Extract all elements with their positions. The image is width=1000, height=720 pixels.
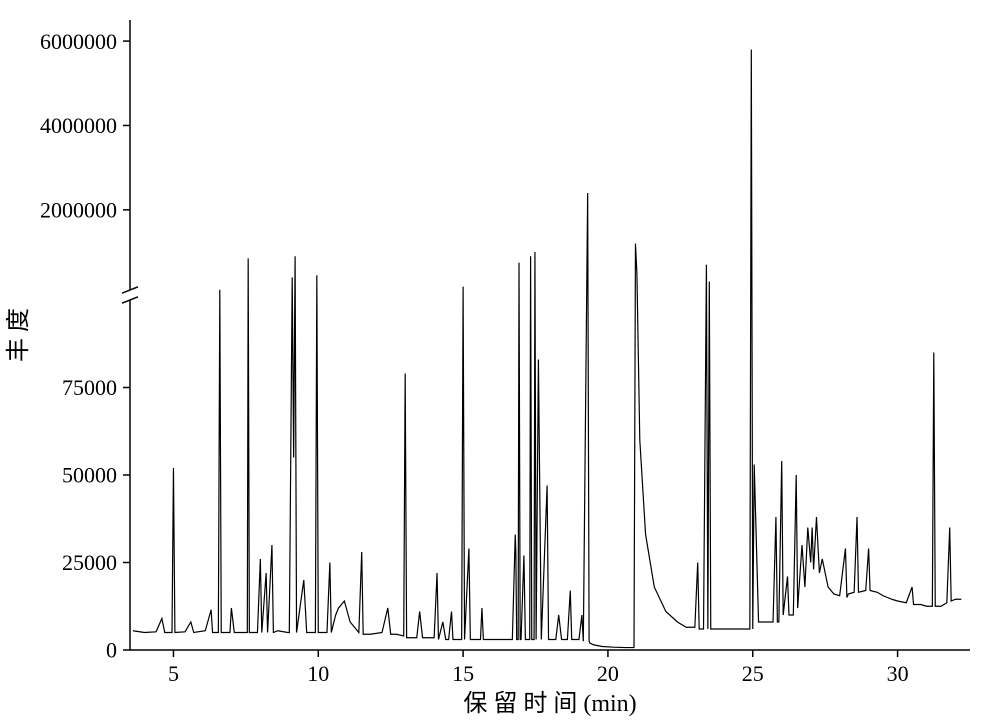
svg-text:50000: 50000 [62, 463, 117, 488]
svg-text:2000000: 2000000 [40, 198, 117, 223]
svg-text:15: 15 [452, 661, 474, 686]
svg-text:5: 5 [168, 661, 179, 686]
chromatogram-chart: 5 10 15 20 25 30 保 留 时 间 (min) 0 25000 50000 75000… [0, 0, 1000, 720]
svg-text:25000: 25000 [62, 550, 117, 575]
svg-text:30: 30 [887, 661, 909, 686]
svg-text:4000000: 4000000 [40, 113, 117, 138]
svg-text:丰 度: 丰 度 [5, 308, 32, 362]
svg-text:75000: 75000 [62, 375, 117, 400]
svg-text:6000000: 6000000 [40, 29, 117, 54]
svg-text:25: 25 [742, 661, 764, 686]
svg-text:0: 0 [106, 638, 117, 663]
svg-text:10: 10 [307, 661, 329, 686]
chart-svg: 5 10 15 20 25 30 保 留 时 间 (min) 0 25000 50000 75000… [0, 0, 1000, 720]
svg-text:20: 20 [597, 661, 619, 686]
svg-text:保 留 时 间 (min): 保 留 时 间 (min) [463, 690, 636, 717]
